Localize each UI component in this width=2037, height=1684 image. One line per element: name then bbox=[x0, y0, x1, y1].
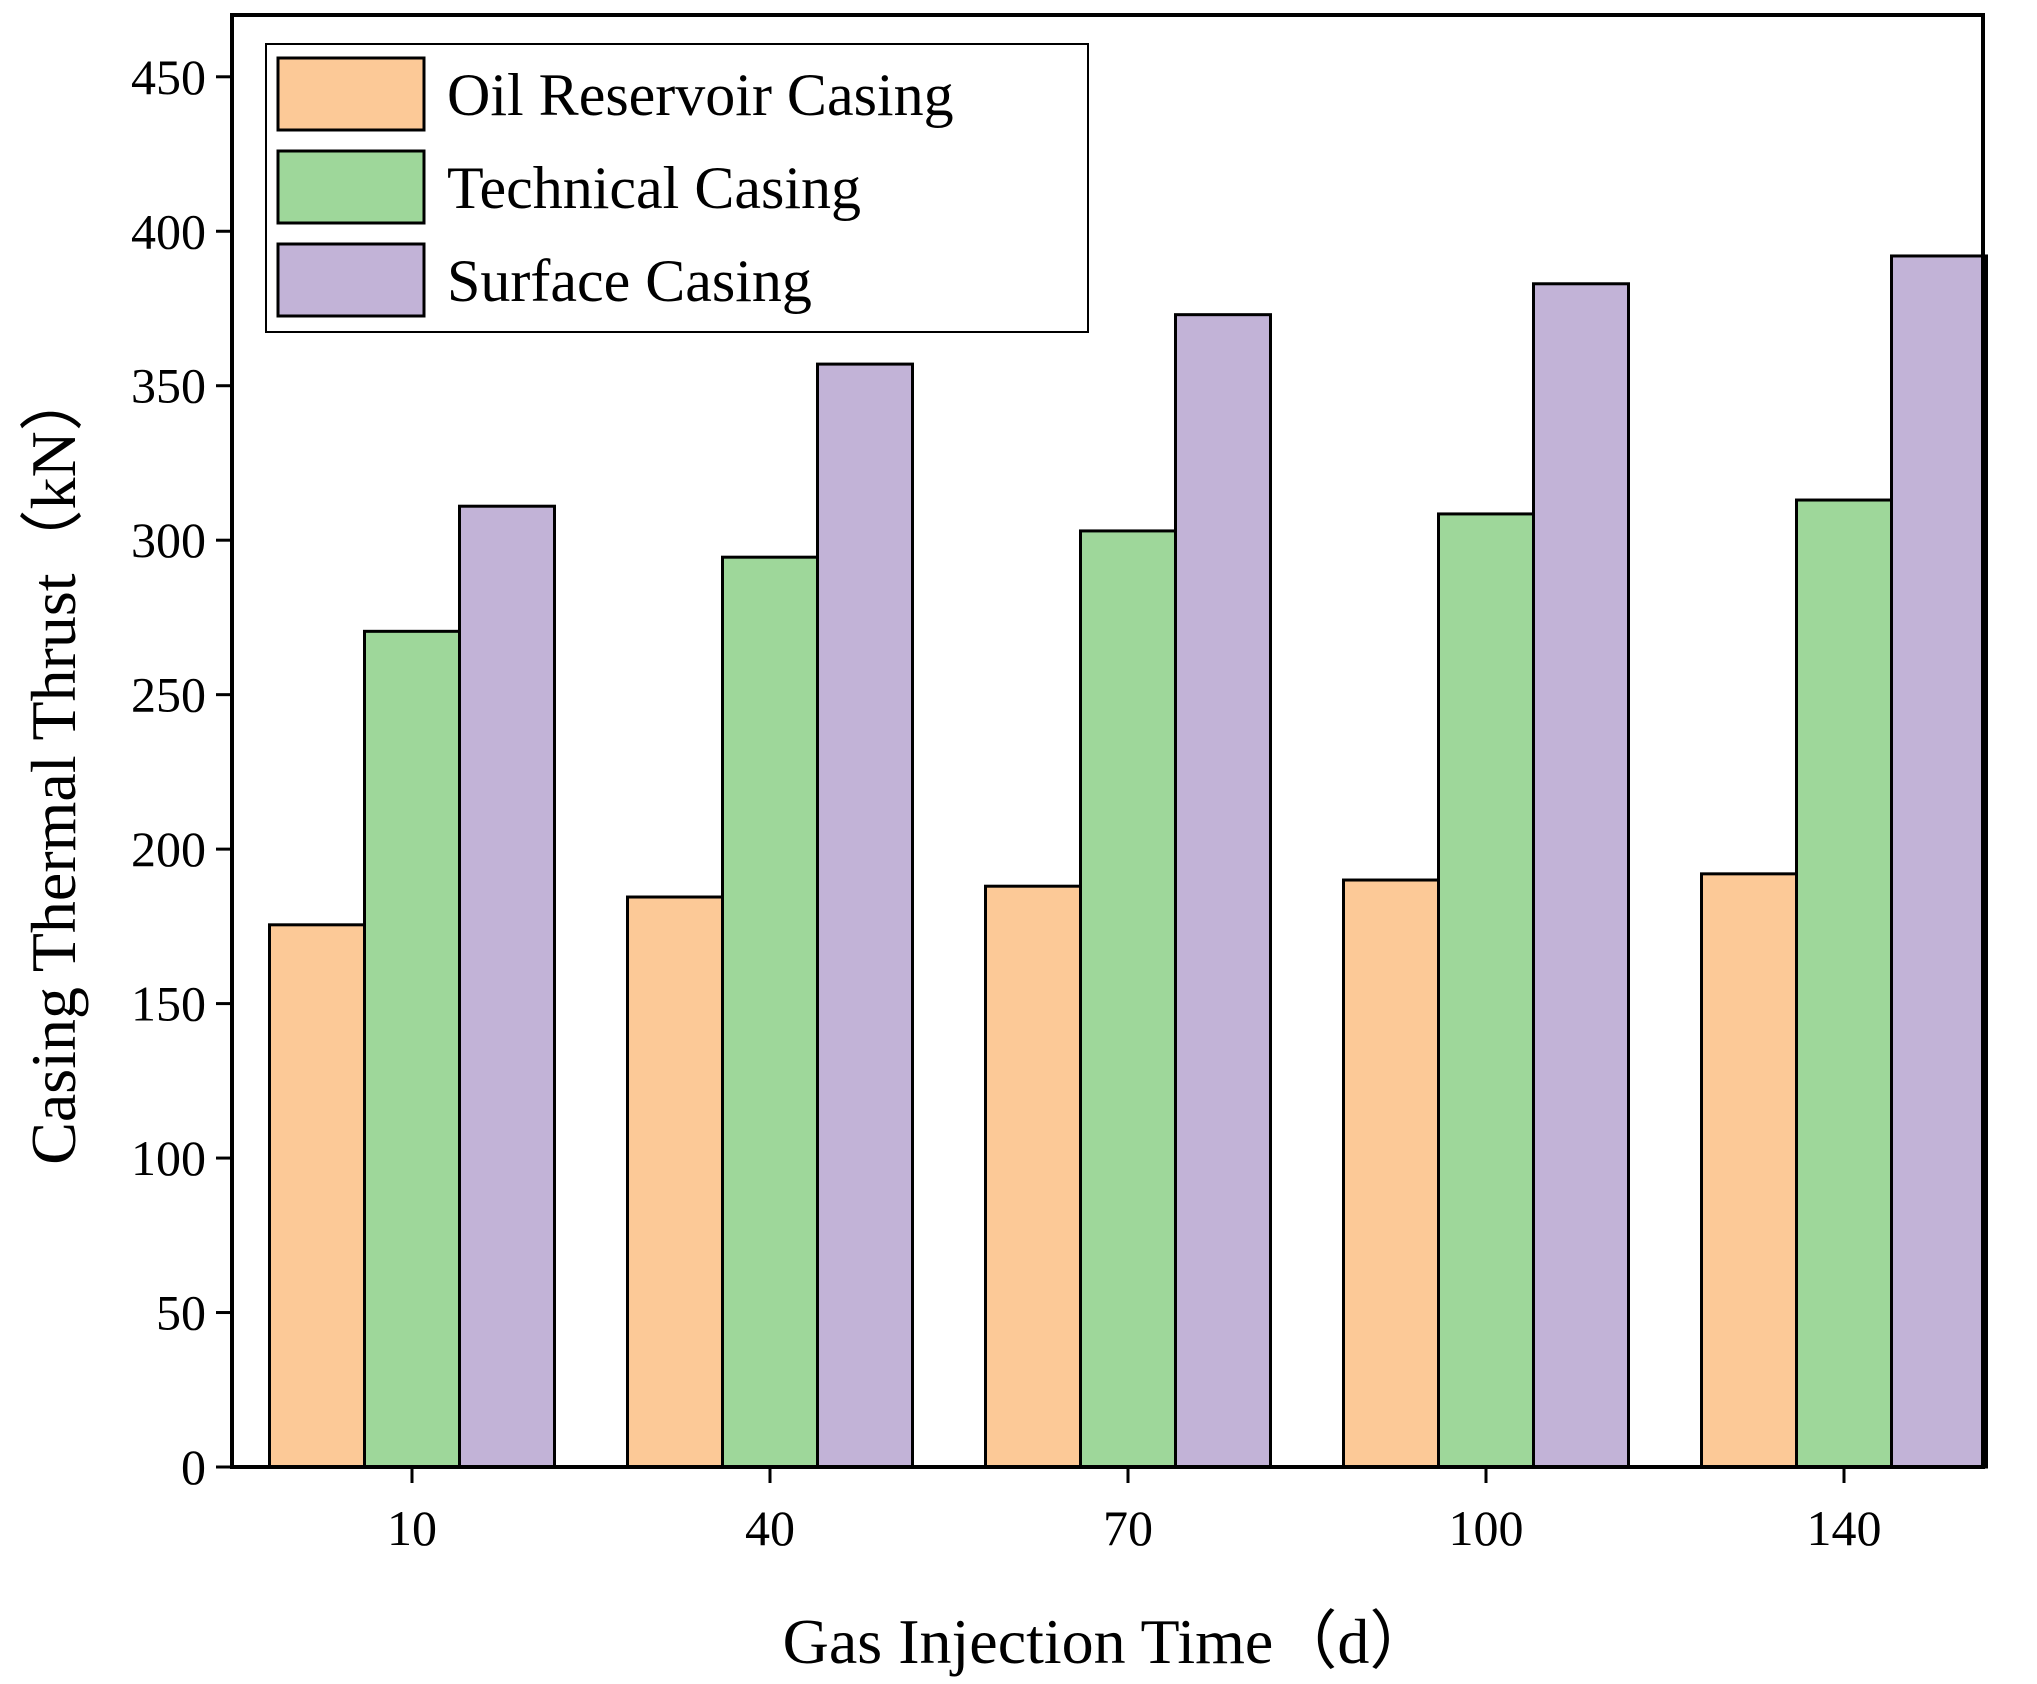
bar-technical-casing bbox=[1437, 512, 1535, 1469]
x-tick-label: 40 bbox=[745, 1500, 795, 1556]
x-axis-ticks: 10 40 70 100 140 bbox=[387, 1467, 1882, 1556]
x-tick-label: 100 bbox=[1449, 1500, 1524, 1556]
bar-technical-casing bbox=[721, 555, 819, 1469]
x-tick-label: 10 bbox=[387, 1500, 437, 1556]
legend-label: Surface Casing bbox=[447, 248, 812, 314]
legend: Oil Reservoir Casing Technical Casing Surf… bbox=[265, 43, 1089, 333]
bar-oil-reservoir-casing bbox=[1342, 878, 1440, 1469]
bar-surface-casing bbox=[1890, 254, 1988, 1469]
bar-technical-casing bbox=[363, 629, 461, 1469]
legend-swatch bbox=[276, 242, 426, 318]
legend-label: Technical Casing bbox=[447, 155, 861, 221]
bar-surface-casing bbox=[458, 504, 556, 1469]
bars-group bbox=[268, 254, 1988, 1469]
bar-oil-reservoir-casing bbox=[984, 884, 1082, 1469]
x-axis-title: Gas Injection Time（d） bbox=[783, 1606, 1434, 1677]
y-tick-label: 300 bbox=[131, 512, 206, 568]
y-tick-label: 100 bbox=[131, 1130, 206, 1186]
legend-label: Oil Reservoir Casing bbox=[447, 62, 954, 128]
y-tick-label: 200 bbox=[131, 821, 206, 877]
y-tick-label: 250 bbox=[131, 667, 206, 723]
y-tick-label: 450 bbox=[131, 49, 206, 105]
bar-technical-casing bbox=[1079, 529, 1177, 1469]
bar-surface-casing bbox=[1174, 313, 1272, 1469]
plot-frame bbox=[230, 13, 1985, 1469]
y-tick-label: 350 bbox=[131, 358, 206, 414]
legend-swatch bbox=[276, 149, 426, 225]
y-axis-title: Casing Thermal Thrust（kN） bbox=[18, 367, 89, 1165]
bar-oil-reservoir-casing bbox=[1700, 872, 1798, 1469]
bar-oil-reservoir-casing bbox=[268, 923, 366, 1469]
x-tick-label: 140 bbox=[1807, 1500, 1882, 1556]
bar-surface-casing bbox=[1532, 282, 1630, 1469]
bar-surface-casing bbox=[816, 362, 914, 1469]
x-tick-label: 70 bbox=[1103, 1500, 1153, 1556]
legend-swatch bbox=[276, 56, 426, 132]
y-tick-label: 50 bbox=[156, 1285, 206, 1341]
y-tick-label: 150 bbox=[131, 976, 206, 1032]
y-tick-label: 0 bbox=[181, 1439, 206, 1495]
y-tick-label: 400 bbox=[131, 203, 206, 259]
bar-oil-reservoir-casing bbox=[626, 895, 724, 1469]
y-axis-ticks: 0 50 100 150 200 250 300 350 400 450 bbox=[131, 49, 232, 1495]
bar-technical-casing bbox=[1795, 498, 1893, 1469]
